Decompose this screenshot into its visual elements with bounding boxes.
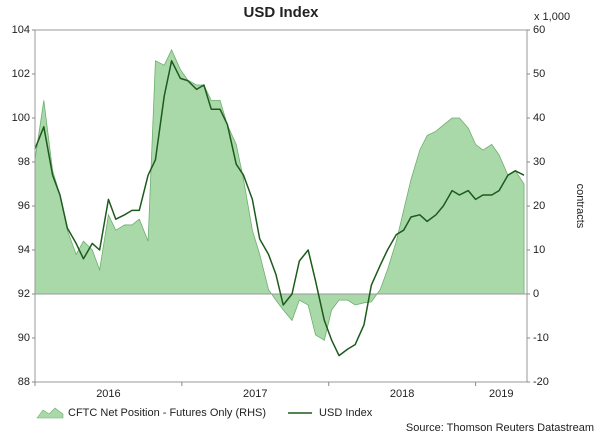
x-tick-label: 2019 (489, 388, 513, 400)
y2-tick-label: 0 (533, 288, 539, 300)
x-tick-label: 2017 (243, 388, 267, 400)
y2-tick-label: 60 (533, 24, 545, 36)
y2-tick-label: 30 (533, 156, 545, 168)
line (34, 60, 525, 357)
y-tick-label: 98 (18, 156, 30, 168)
x-tick-label: 2018 (390, 388, 414, 400)
x-tick-label: 2016 (96, 388, 120, 400)
y-tick-label: 104 (12, 24, 30, 36)
y2-tick-label: 50 (533, 68, 545, 80)
y2-tick-label: 40 (533, 112, 545, 124)
source: Source: Thomson Reuters Datastream (406, 422, 594, 434)
y-tick-label: 94 (18, 244, 30, 256)
y-tick-label: 96 (18, 200, 30, 212)
y-tick-label: 88 (18, 376, 30, 388)
y-tick-label: 92 (18, 288, 30, 300)
y2-unit: x 1,000 (534, 11, 570, 23)
y2-tick-label: 20 (533, 200, 545, 212)
y2-tick-label: -10 (533, 332, 549, 344)
y2-axis-label: contracts (574, 184, 586, 229)
legend-label: CFTC Net Position - Futures Only (RHS) (68, 407, 266, 419)
y2-tick-label: 10 (533, 244, 545, 256)
y-tick-label: 100 (12, 112, 30, 124)
legend-label: USD Index (319, 407, 373, 419)
y-tick-label: 102 (12, 68, 30, 80)
area (34, 48, 525, 341)
chart-title: USD Index (243, 4, 319, 21)
legend-swatch (36, 407, 64, 419)
y2-tick-label: -20 (533, 376, 549, 388)
y-tick-label: 90 (18, 332, 30, 344)
